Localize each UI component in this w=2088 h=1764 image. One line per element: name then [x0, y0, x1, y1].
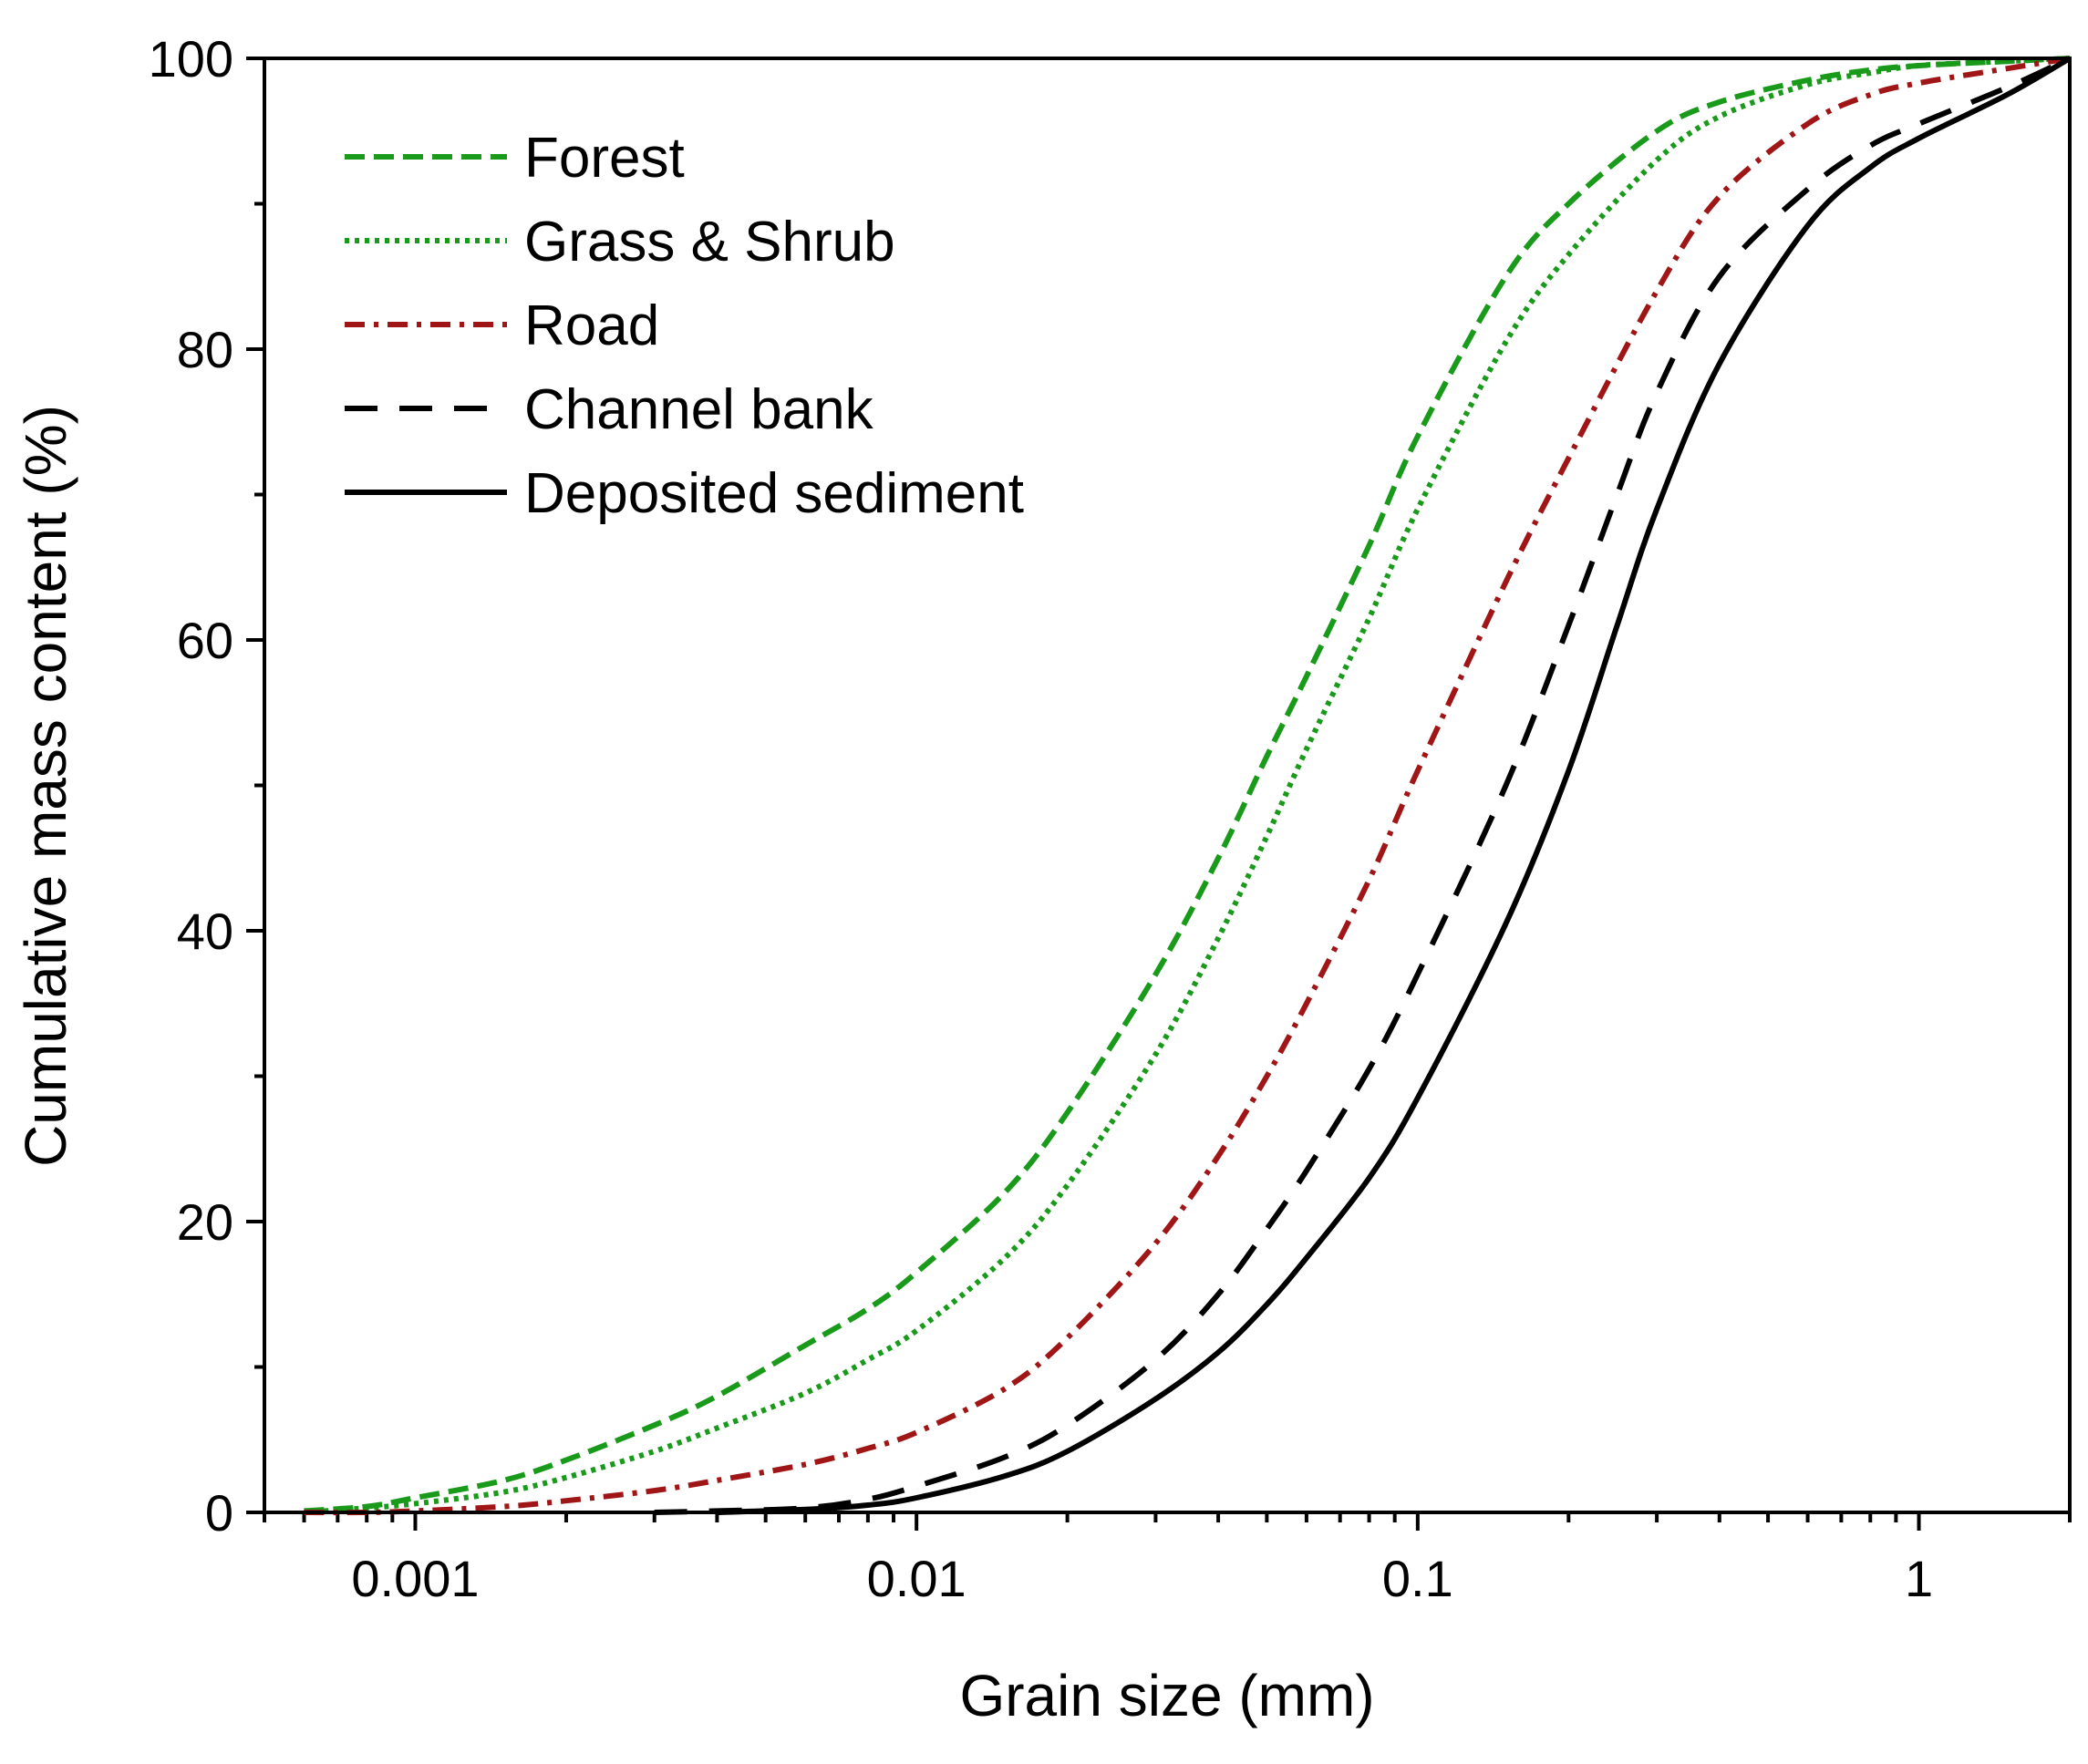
- y-tick-label: 100: [149, 30, 233, 88]
- y-tick-label: 60: [177, 612, 233, 669]
- legend-label-road: Road: [524, 294, 659, 357]
- legend-label-deposited-sediment: Deposited sediment: [524, 462, 1024, 525]
- series-line-forest: [304, 56, 2071, 1514]
- x-axis-title: Grain size (mm): [959, 1663, 1374, 1728]
- legend-label-grass-shrub: Grass & Shrub: [524, 211, 895, 273]
- y-tick-label: 40: [177, 903, 233, 960]
- x-tick-label: 0.1: [1382, 1550, 1453, 1607]
- legend-label-forest: Forest: [524, 127, 685, 190]
- plot-frame: [263, 57, 2072, 1514]
- series-line-road: [304, 56, 2071, 1516]
- x-tick-labels: 0.001 0.01 0.1 1: [351, 1550, 1933, 1607]
- legend-label-channel-bank: Channel bank: [524, 378, 874, 441]
- x-tick-label: 1: [1905, 1550, 1933, 1607]
- y-tick-labels: 0 20 40 60 80 100: [149, 30, 233, 1542]
- y-tick-label: 20: [177, 1193, 233, 1251]
- series-line-deposited-sediment: [717, 56, 2072, 1515]
- y-tick-label: 0: [205, 1484, 233, 1542]
- series-line-channel-bank: [654, 56, 2072, 1515]
- series-layer: [304, 56, 2072, 1516]
- y-tick-label: 80: [177, 321, 233, 378]
- legend: Forest Grass & Shrub Road Channel bank Depos…: [345, 127, 1024, 525]
- x-tick-label: 0.01: [867, 1550, 966, 1607]
- x-tick-label: 0.001: [351, 1550, 479, 1607]
- y-axis-title: Cumulative mass content (%): [13, 405, 78, 1167]
